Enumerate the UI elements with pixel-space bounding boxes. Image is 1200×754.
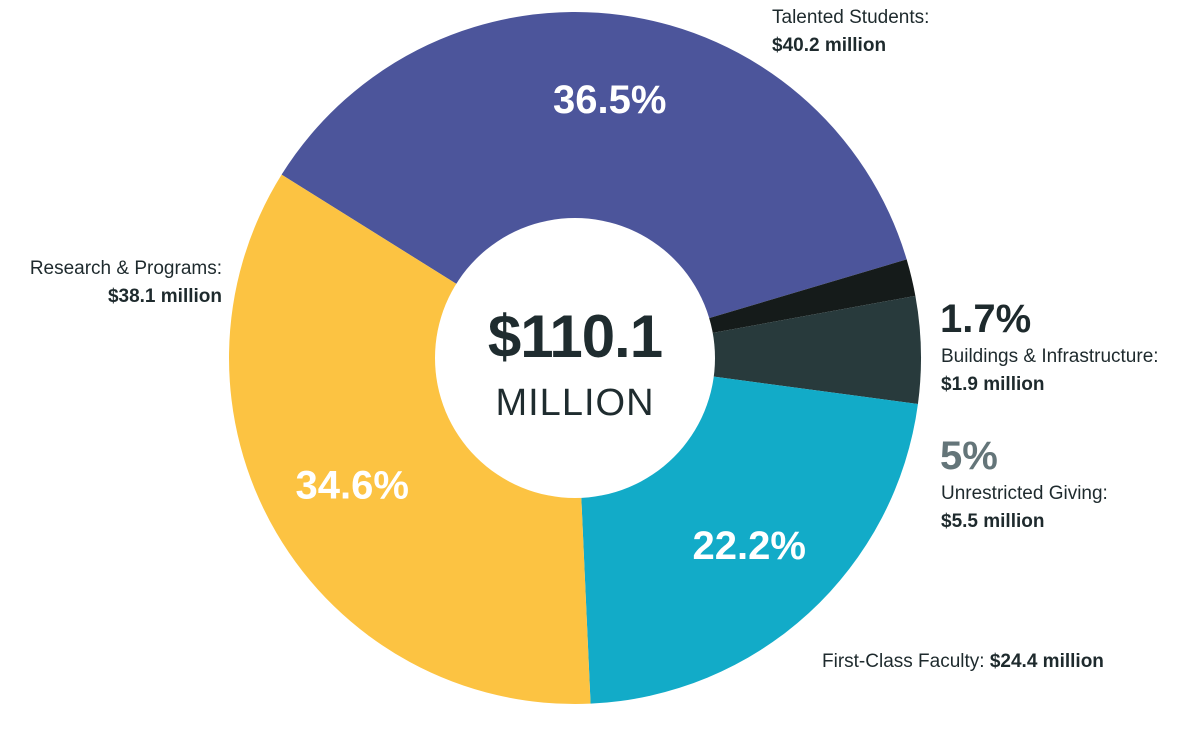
legend-first-class-faculty: First-Class Faculty: $24.4 million — [822, 648, 1104, 676]
legend-faculty-amount: $24.4 million — [989, 651, 1104, 672]
total-unit: MILLION — [495, 382, 655, 424]
legend-research-programs-amount: $38.1 million — [107, 286, 222, 307]
legend-unrestricted-name: Unrestricted Giving: — [941, 483, 1108, 504]
legend-research-programs: Research & Programs: $38.1 million — [0, 255, 222, 311]
legend-buildings-infrastructure: Buildings & Infrastructure: $1.9 million — [941, 343, 1159, 399]
percent-label-first-class-faculty: 22.2% — [692, 524, 805, 568]
percent-label-talented-students: 36.5% — [553, 78, 666, 122]
legend-talented-students: Talented Students: $40.2 million — [772, 4, 929, 60]
legend-buildings-name: Buildings & Infrastructure: — [941, 346, 1159, 367]
percent-label-research-programs: 34.6% — [295, 464, 408, 508]
total-amount: $110.1 — [487, 303, 663, 370]
legend-unrestricted-amount: $5.5 million — [941, 511, 1045, 532]
unrestricted-percent: 5% — [940, 434, 998, 478]
legend-faculty-name: First-Class Faculty: — [822, 651, 985, 672]
legend-unrestricted-giving: Unrestricted Giving: $5.5 million — [941, 480, 1108, 536]
buildings-percent: 1.7% — [940, 297, 1032, 341]
legend-buildings-amount: $1.9 million — [941, 374, 1045, 395]
legend-talented-students-name: Talented Students: — [772, 7, 930, 28]
donut-hole — [435, 218, 715, 498]
slice-percent-labels: 36.5% 22.2% 34.6% — [295, 78, 805, 568]
legend-research-programs-name: Research & Programs: — [29, 258, 222, 279]
slice-research-programs — [229, 174, 591, 704]
slice-talented-students — [281, 12, 907, 358]
legend-talented-students-amount: $40.2 million — [772, 35, 887, 56]
slice-unrestricted-giving — [575, 295, 922, 404]
